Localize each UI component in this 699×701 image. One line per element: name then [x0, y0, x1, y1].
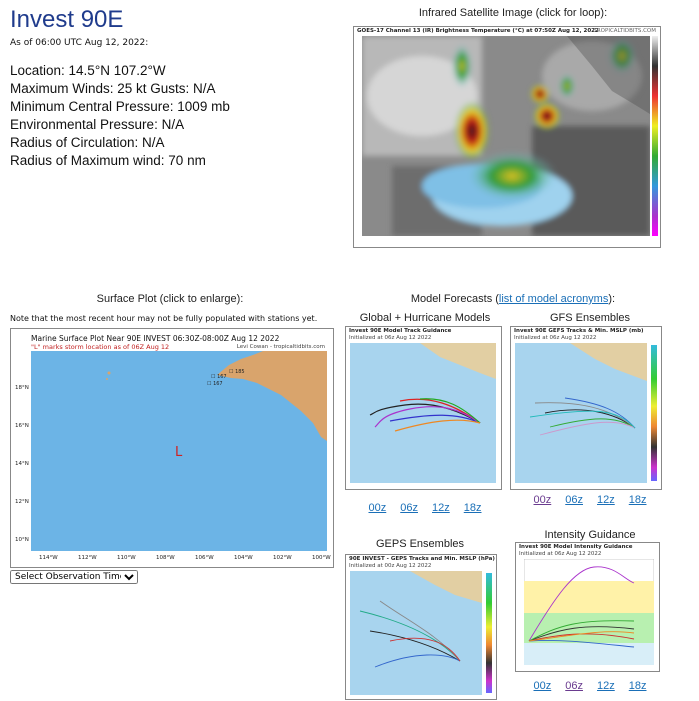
surface-plot-subtitle: "L" marks storm location as of 06Z Aug 1… [31, 343, 170, 351]
gfs-panel-inner-title: Invest 90E GEFS Tracks & Min. MSLP (mb) [514, 328, 644, 334]
gfs-colorbar [651, 345, 657, 481]
lat-label: 18°N [15, 385, 29, 391]
surface-plot-title: Marine Surface Plot Near 90E INVEST 06:3… [31, 334, 280, 343]
geps-track-map [350, 571, 482, 695]
lon-label: 112°W [78, 555, 97, 561]
global-run-00z[interactable]: 00z [368, 502, 387, 514]
panel-gfs-title: GFS Ensembles [549, 312, 631, 324]
intensity-run-12z[interactable]: 12z [597, 680, 615, 692]
stat-location: Location: 14.5°N 107.2°W [10, 63, 166, 78]
global-run-18z[interactable]: 18z [463, 502, 482, 514]
lon-label: 106°W [195, 555, 214, 561]
global-run-12z[interactable]: 12z [432, 502, 450, 514]
satellite-ir-map [362, 36, 650, 236]
global-run-links: 00z 06z 12z 18z [345, 502, 505, 514]
intensity-run-links: 00z 06z 12z 18z [510, 680, 670, 692]
satellite-credit: TROPICALTIDBITS.COM [593, 28, 657, 34]
satellite-colorbar [652, 36, 658, 236]
panel-intensity-title: Intensity Guidance [544, 529, 636, 541]
geps-panel-inner-sub: Initialized at 00z Aug 12 2022 [349, 563, 432, 569]
storm-location-marker: L [175, 445, 183, 460]
gfs-ensembles-image[interactable]: Invest 90E GEFS Tracks & Min. MSLP (mb) … [510, 326, 662, 490]
stat-radius-max-wind: Radius of Maximum wind: 70 nm [10, 153, 206, 168]
storm-title: Invest 90E [10, 6, 124, 33]
gfs-run-06z[interactable]: 06z [565, 494, 583, 506]
geps-ensembles-image[interactable]: 90E INVEST - GEPS Tracks and Min. MSLP (… [345, 554, 497, 700]
model-heading-prefix: Model Forecasts ( [410, 293, 499, 305]
satellite-heading: Infrared Satellite Image (click for loop… [418, 7, 608, 19]
surface-heading: Surface Plot (click to enlarge): [96, 293, 244, 305]
lat-label: 10°N [15, 537, 29, 543]
lon-label: 102°W [273, 555, 292, 561]
lat-label: 12°N [15, 499, 29, 505]
model-heading-suffix: ): [608, 293, 616, 305]
gfs-run-00z[interactable]: 00z [533, 494, 552, 506]
gfs-run-links: 00z 06z 12z 18z [510, 494, 670, 506]
surface-map [31, 351, 327, 551]
model-forecasts-heading: Model Forecasts (list of model acronyms)… [348, 293, 678, 305]
gfs-run-18z[interactable]: 18z [628, 494, 647, 506]
observation-time-select[interactable]: Select Observation Time... [10, 570, 138, 584]
panel-geps-title: GEPS Ensembles [375, 538, 465, 550]
gfs-run-12z[interactable]: 12z [597, 494, 615, 506]
geps-colorbar [486, 573, 492, 693]
panel-global-title: Global + Hurricane Models [359, 312, 491, 324]
surface-plot-credit: Levi Cowan - tropicaltidbits.com [236, 344, 325, 350]
geps-panel-inner-title: 90E INVEST - GEPS Tracks and Min. MSLP (… [349, 556, 495, 562]
satellite-image[interactable]: GOES-17 Channel 13 (IR) Brightness Tempe… [353, 26, 661, 248]
gfs-panel-inner-sub: Initialized at 06z Aug 12 2022 [514, 335, 597, 341]
intensity-panel-inner-sub: Initialized at 06z Aug 12 2022 [519, 551, 602, 557]
global-panel-inner-sub: Initialized at 06z Aug 12 2022 [349, 335, 432, 341]
lon-label: 114°W [39, 555, 58, 561]
lat-label: 16°N [15, 423, 29, 429]
as-of-timestamp: As of 06:00 UTC Aug 12, 2022: [10, 38, 149, 48]
intensity-run-18z[interactable]: 18z [628, 680, 647, 692]
lon-label: 108°W [156, 555, 175, 561]
global-run-06z[interactable]: 06z [400, 502, 418, 514]
global-panel-inner-title: Invest 90E Model Track Guidance [349, 328, 452, 334]
lon-label: 110°W [117, 555, 136, 561]
surface-note: Note that the most recent hour may not b… [10, 314, 318, 323]
intensity-run-00z[interactable]: 00z [533, 680, 552, 692]
stat-radius-circulation: Radius of Circulation: N/A [10, 135, 165, 150]
stat-max-winds: Maximum Winds: 25 kt Gusts: N/A [10, 81, 216, 96]
lat-label: 14°N [15, 461, 29, 467]
global-hurricane-models-image[interactable]: Invest 90E Model Track Guidance Initiali… [345, 326, 502, 490]
gfs-track-map [515, 343, 647, 483]
intensity-panel-inner-title: Invest 90E Model Intensity Guidance [519, 544, 633, 550]
intensity-run-06z[interactable]: 06z [565, 680, 583, 692]
stat-env-pressure: Environmental Pressure: N/A [10, 117, 185, 132]
lon-label: 104°W [234, 555, 253, 561]
lon-label: 100°W [312, 555, 331, 561]
stat-min-pressure: Minimum Central Pressure: 1009 mb [10, 99, 230, 114]
intensity-guidance-image[interactable]: Invest 90E Model Intensity Guidance Init… [515, 542, 660, 672]
surface-plot[interactable]: Marine Surface Plot Near 90E INVEST 06:3… [10, 328, 334, 568]
intensity-plot [524, 559, 654, 665]
model-acronyms-link[interactable]: list of model acronyms [498, 293, 609, 305]
global-track-map [350, 343, 496, 483]
satellite-caption: GOES-17 Channel 13 (IR) Brightness Tempe… [357, 28, 599, 34]
